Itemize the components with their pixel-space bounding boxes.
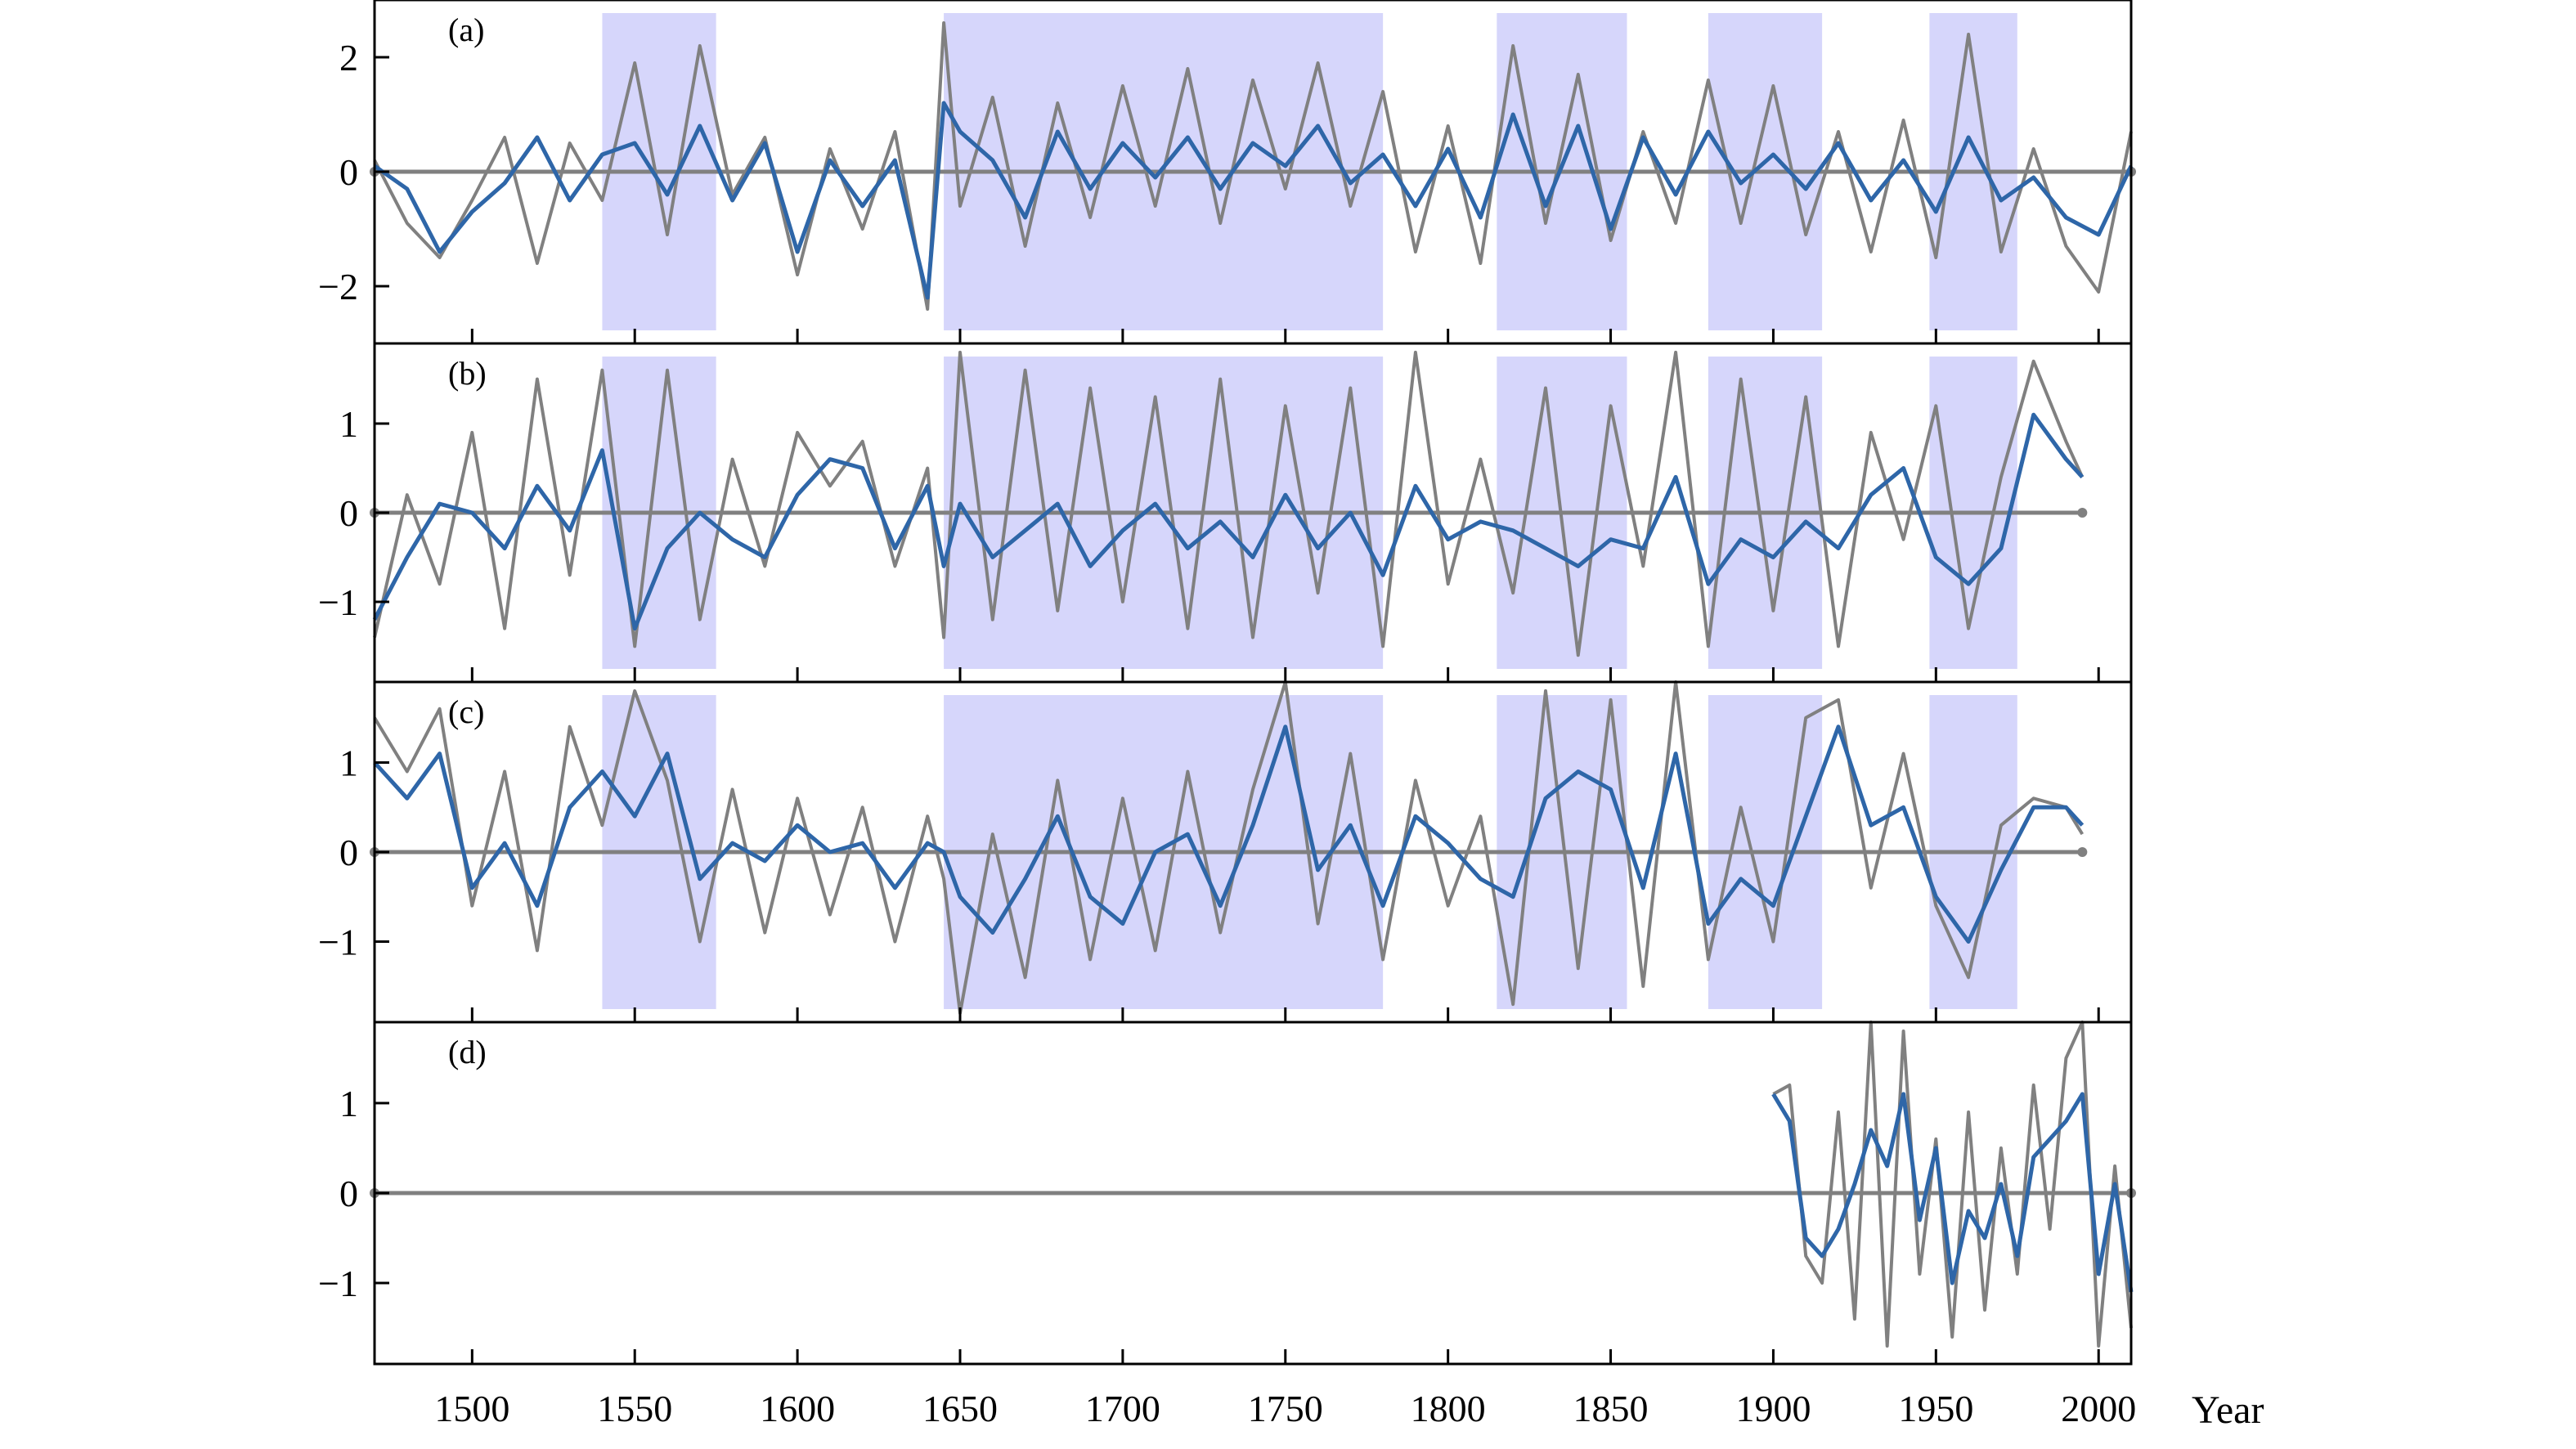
panel-a-smoothed-line	[373, 101, 2134, 300]
panel-b-zero-end-marker	[2077, 508, 2088, 518]
x-tick-label: 1500	[434, 1388, 509, 1429]
panel-a-y-tick-label: 2	[339, 37, 358, 79]
panel-b-label: (b)	[448, 355, 487, 392]
panel-c-label: (c)	[448, 693, 484, 730]
series-lines	[372, 21, 2134, 1348]
x-tick-label: 1650	[922, 1388, 998, 1429]
labels: Year −2 0 2 (a) −1 0 1 (b) −1 0 1 (c) −1 0 1 (d) 1500 155…	[318, 11, 2264, 1432]
panel-c-y-tick-label: 0	[339, 832, 358, 873]
panel-b-smoothed-line	[372, 412, 2085, 631]
x-tick-label: 1550	[597, 1388, 672, 1429]
x-tick-label: 1700	[1085, 1388, 1160, 1429]
x-tick-label: 1850	[1573, 1388, 1649, 1429]
panel-a-label: (a)	[448, 11, 484, 48]
panel-d-y-tick-label: 1	[339, 1083, 358, 1124]
panel-a-y-tick-label: −2	[318, 266, 358, 307]
zero-lines	[370, 167, 2136, 1198]
panel-d-y-tick-label: 0	[339, 1173, 358, 1214]
panel-d-annual-line	[1772, 1021, 2133, 1348]
x-tick-label: 1950	[1898, 1388, 1973, 1429]
panel-c-smoothed-line	[373, 724, 2085, 944]
x-tick-label: 1600	[760, 1388, 835, 1429]
panel-b-y-tick-label: −1	[318, 581, 358, 623]
axes	[373, 0, 2133, 1366]
panel-a-y-tick-label: 0	[339, 151, 358, 193]
panel-d-label: (d)	[448, 1034, 487, 1070]
panel-c-annual-line	[373, 680, 2085, 1016]
panel-b-y-tick-label: 1	[339, 403, 358, 445]
x-tick-label: 1900	[1735, 1388, 1811, 1429]
x-tick-label: 1800	[1411, 1388, 1486, 1429]
panel-c-zero-end-marker	[2077, 847, 2088, 857]
panel-b-y-tick-label: 0	[339, 492, 358, 534]
x-tick-label: 1750	[1248, 1388, 1323, 1429]
x-tick-label: 2000	[2061, 1388, 2136, 1429]
panel-b-annual-line	[373, 350, 2085, 657]
panel-c-y-tick-label: 1	[339, 742, 358, 784]
x-axis-title: Year	[2192, 1388, 2264, 1432]
panel-d-y-tick-label: −1	[318, 1263, 358, 1304]
panel-d-smoothed-line	[1771, 1092, 2134, 1293]
panel-c-y-tick-label: −1	[318, 921, 358, 962]
